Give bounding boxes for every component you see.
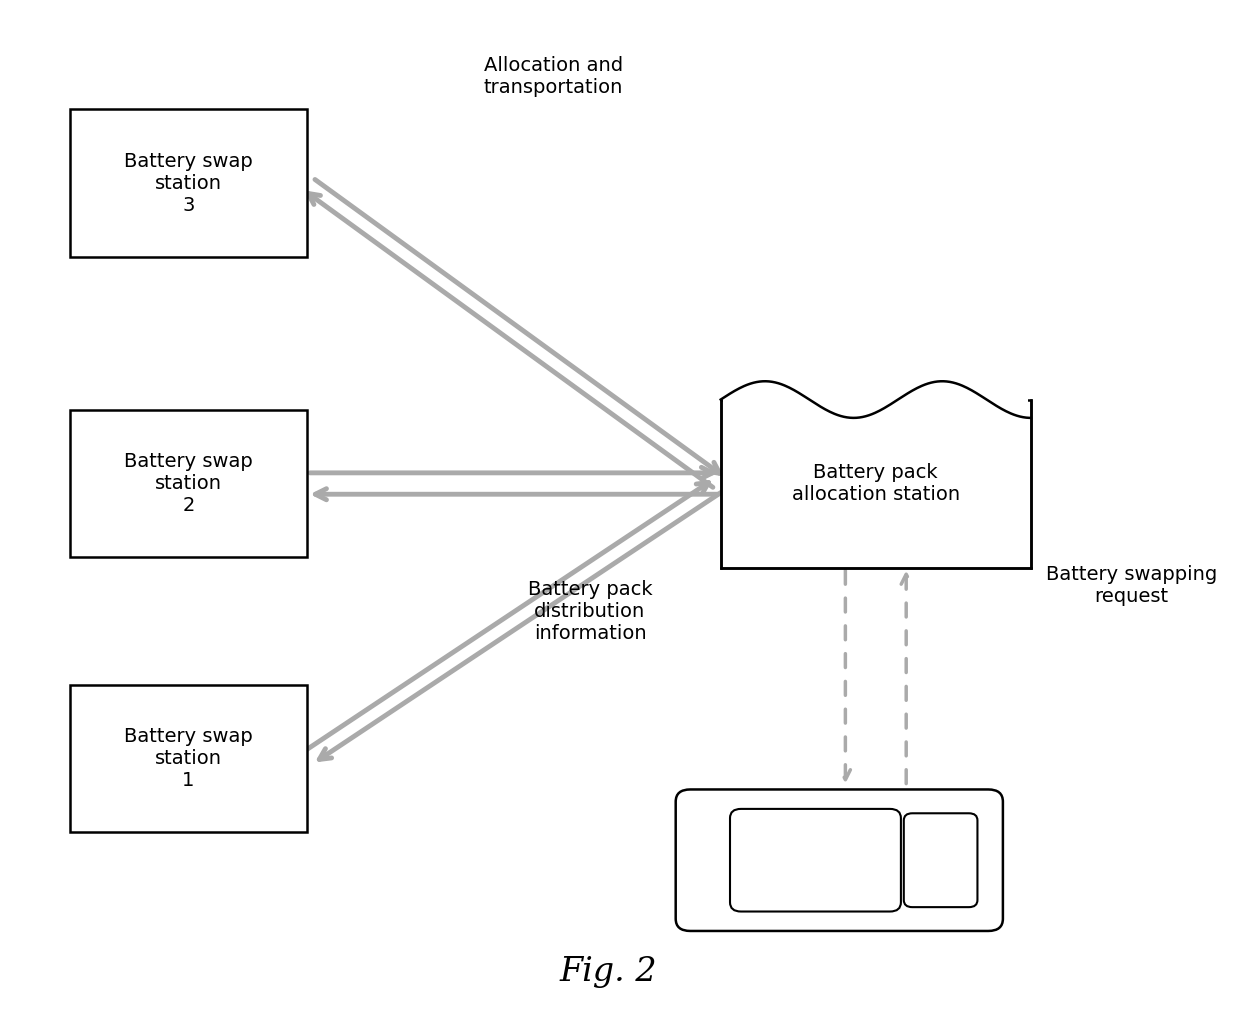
Text: Battery swap
station
3: Battery swap station 3 <box>125 152 253 215</box>
Bar <box>724 387 1029 402</box>
FancyBboxPatch shape <box>730 809 900 911</box>
Text: Battery swapping
request: Battery swapping request <box>1046 565 1216 606</box>
FancyBboxPatch shape <box>676 790 1003 930</box>
Bar <box>721 399 1031 568</box>
Text: Allocation and
transportation: Allocation and transportation <box>484 56 624 97</box>
Bar <box>70 685 308 833</box>
Text: Battery swap
station
2: Battery swap station 2 <box>125 452 253 515</box>
Bar <box>70 110 308 258</box>
Text: Battery pack
distribution
information: Battery pack distribution information <box>527 580 652 643</box>
FancyBboxPatch shape <box>904 813 977 907</box>
Bar <box>70 409 308 558</box>
Text: Battery pack
allocation station: Battery pack allocation station <box>792 463 960 504</box>
Text: Battery swap
station
1: Battery swap station 1 <box>125 727 253 790</box>
Text: Fig. 2: Fig. 2 <box>559 956 657 988</box>
